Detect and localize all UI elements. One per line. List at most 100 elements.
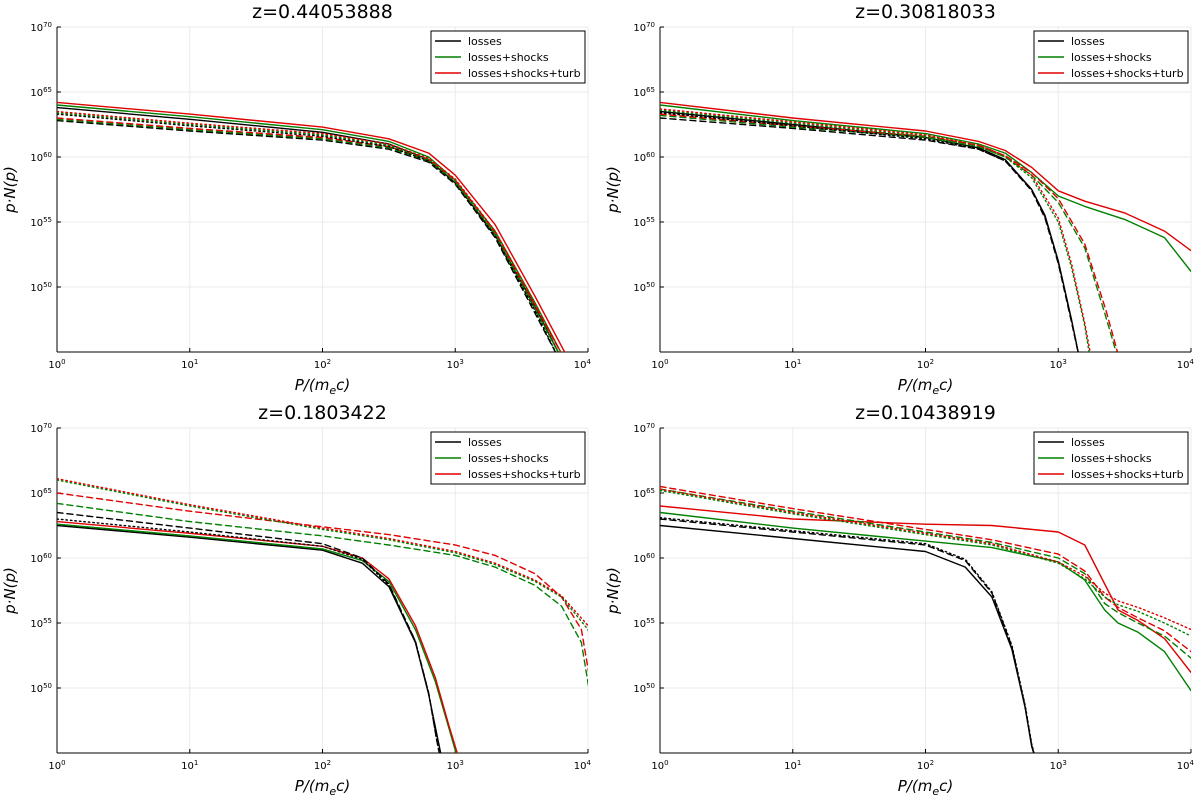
legend-label-1: losses: [1071, 436, 1105, 449]
x-axis-label: P/(mec): [898, 777, 953, 798]
y-tick-label: 1065: [30, 86, 52, 99]
legend-label-2: losses+shocks: [1071, 452, 1152, 465]
x-tick-label: 100: [651, 358, 668, 371]
x-tick-label: 100: [651, 759, 668, 772]
y-tick-label: 1060: [30, 151, 52, 164]
x-tick-label: 101: [181, 759, 198, 772]
legend-label-2: losses+shocks: [1071, 51, 1152, 64]
chart-panel-4: 100 101 102 103 104 1050 1055 1060 1065 1070 z=0.1…: [604, 402, 1195, 798]
y-tick-label: 1065: [30, 487, 52, 500]
series-line-2: [660, 511, 1191, 692]
series-line-7: [660, 112, 1079, 352]
series-group: [57, 101, 566, 352]
x-tick-label: 100: [48, 759, 65, 772]
series-line-5: [57, 118, 559, 352]
legend-label-3: losses+shocks+turb: [468, 468, 581, 481]
series-line-6: [660, 485, 1191, 653]
y-tick-label: 1070: [633, 21, 655, 34]
x-tick-label: 100: [48, 358, 65, 371]
x-tick-label: 104: [1177, 358, 1195, 371]
legend-label-3: losses+shocks+turb: [1071, 468, 1184, 481]
chart-panel-1: 100 101 102 103 104 1050 1055 1060 1065 1070 z=0.4…: [1, 1, 592, 397]
series-line-9: [660, 108, 1091, 352]
x-tick-label: 104: [574, 759, 592, 772]
series-line-4: [57, 511, 441, 753]
legend-label-3: losses+shocks+turb: [1071, 67, 1184, 80]
series-line-1: [660, 110, 1079, 352]
legend-label-3: losses+shocks+turb: [468, 67, 581, 80]
series-line-3: [660, 101, 1191, 252]
series-line-9: [57, 478, 588, 629]
x-tick-label: 104: [574, 358, 592, 371]
x-tick-label: 101: [784, 358, 801, 371]
series-line-5: [660, 114, 1117, 352]
y-tick-label: 1065: [633, 86, 655, 99]
x-tick-label: 101: [784, 759, 801, 772]
y-tick-label: 1060: [633, 151, 655, 164]
series-line-1: [660, 524, 1035, 753]
series-group: [57, 478, 588, 753]
series-line-2: [57, 523, 457, 753]
series-group: [660, 485, 1191, 753]
legend-label-1: losses: [468, 35, 502, 48]
legend: losses losses+shocks losses+shocks+turb: [1033, 431, 1189, 485]
series-line-7: [660, 517, 1035, 753]
series-line-5: [660, 488, 1191, 659]
x-tick-label: 102: [917, 759, 934, 772]
series-line-7: [57, 518, 441, 753]
legend: losses losses+shocks losses+shocks+turb: [1033, 30, 1189, 84]
series-line-9: [660, 488, 1191, 631]
series-line-8: [57, 112, 559, 352]
series-line-4: [660, 117, 1079, 352]
series-line-8: [660, 489, 1191, 637]
series-line-4: [57, 119, 557, 352]
x-tick-label: 103: [447, 358, 464, 371]
legend: losses losses+shocks losses+shocks+turb: [430, 431, 586, 485]
chart-title: z=0.44053888: [252, 1, 393, 23]
series-line-3: [57, 520, 458, 753]
x-tick-label: 103: [1050, 759, 1067, 772]
x-tick-label: 102: [314, 358, 331, 371]
legend-label-2: losses+shocks: [468, 452, 549, 465]
legend: losses losses+shocks losses+shocks+turb: [430, 30, 586, 84]
series-group: [660, 101, 1191, 352]
x-axis-label: P/(mec): [898, 376, 953, 397]
y-tick-label: 1065: [633, 487, 655, 500]
x-axis-label: P/(mec): [295, 376, 350, 397]
series-line-8: [660, 109, 1090, 352]
chart-title: z=0.1803422: [258, 402, 387, 424]
series-line-6: [57, 117, 562, 352]
series-line-4: [660, 518, 1035, 753]
x-tick-label: 101: [181, 358, 198, 371]
series-line-7: [57, 113, 557, 352]
legend-label-1: losses: [468, 436, 502, 449]
y-tick-label: 1055: [30, 216, 52, 229]
y-axis-label: p·N(p): [1, 166, 19, 214]
y-tick-label: 1070: [30, 422, 52, 435]
series-line-3: [57, 101, 566, 352]
y-axis-label: p·N(p): [604, 166, 622, 214]
y-tick-label: 1050: [633, 281, 655, 294]
x-tick-label: 102: [917, 358, 934, 371]
x-tick-label: 102: [314, 759, 331, 772]
y-tick-label: 1050: [633, 682, 655, 695]
y-tick-label: 1055: [30, 617, 52, 630]
series-line-5: [57, 502, 588, 688]
series-line-1: [57, 106, 559, 352]
x-tick-label: 103: [447, 759, 464, 772]
legend-label-2: losses+shocks: [468, 51, 549, 64]
y-axis-label: p·N(p): [1, 567, 19, 615]
series-line-9: [57, 110, 562, 352]
chart-title: z=0.30818033: [855, 1, 996, 23]
y-tick-label: 1055: [633, 216, 655, 229]
grid: [56, 26, 589, 352]
series-line-6: [660, 113, 1119, 352]
y-tick-label: 1060: [633, 552, 655, 565]
y-tick-label: 1070: [633, 422, 655, 435]
y-axis-label: p·N(p): [604, 567, 622, 615]
series-line-1: [57, 524, 442, 753]
series-line-8: [57, 479, 588, 633]
legend-label-1: losses: [1071, 35, 1105, 48]
x-axis-label: P/(mec): [295, 777, 350, 798]
